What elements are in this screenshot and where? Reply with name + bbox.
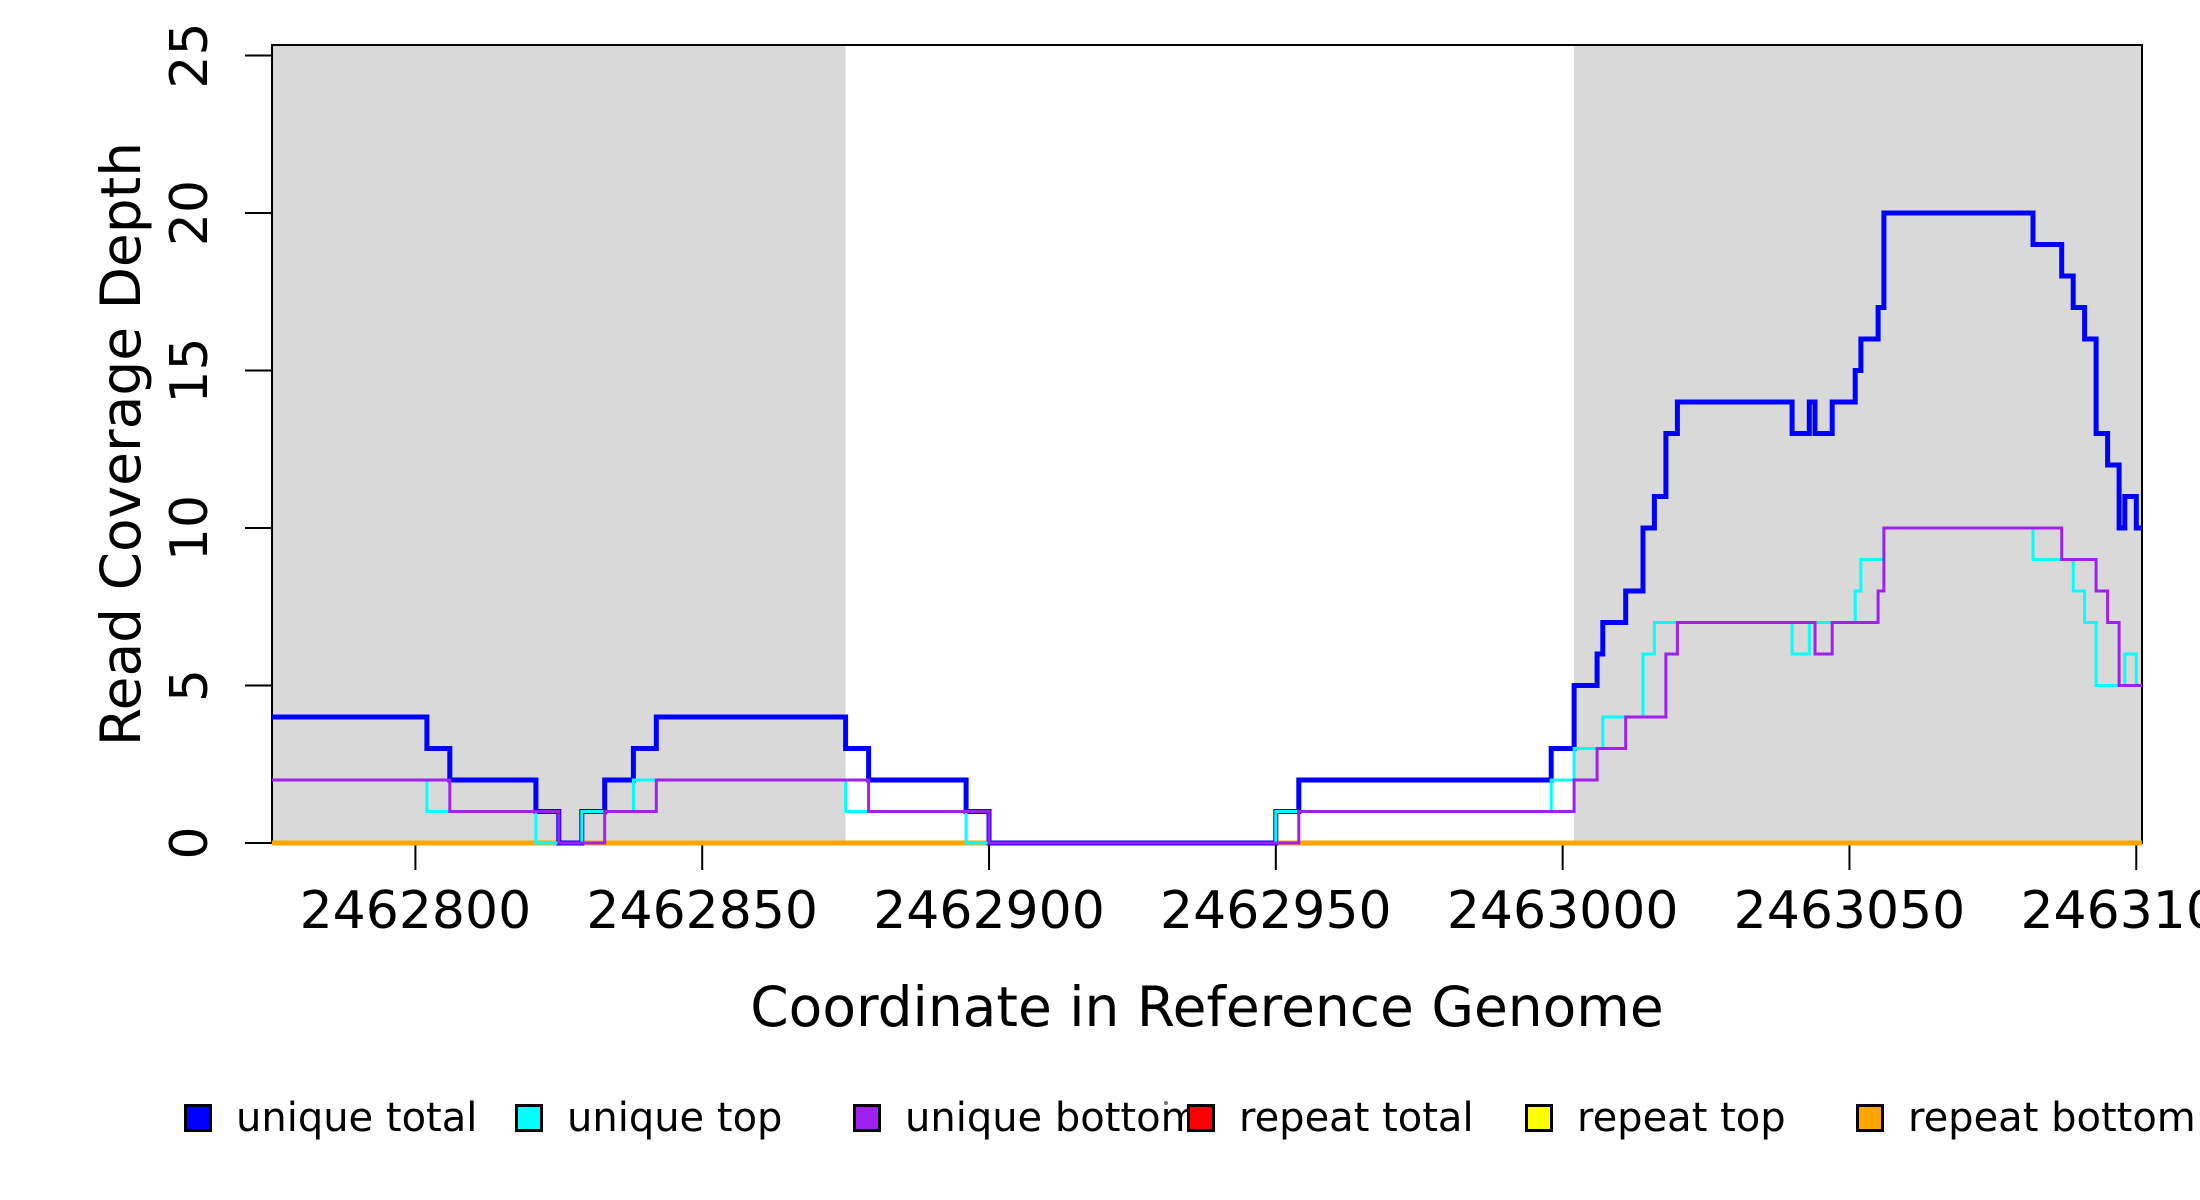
x-tick-label: 2463100 [2020, 881, 2200, 941]
x-tick-label: 2462950 [1160, 881, 1392, 941]
legend-item-repeat-top: repeat top [1525, 1096, 1786, 1140]
unique-bottom-swatch-icon [853, 1104, 881, 1132]
x-axis-title: Coordinate in Reference Genome [750, 975, 1664, 1039]
series-unique-top [272, 526, 2142, 845]
legend-label: repeat bottom [1908, 1095, 2196, 1141]
series-unique-bottom [272, 526, 2142, 845]
x-tick-label: 2462900 [873, 881, 1105, 941]
y-tick-label: 20 [160, 180, 220, 246]
legend-label: repeat total [1239, 1095, 1474, 1141]
y-tick-label: 0 [160, 826, 220, 859]
x-tick-label: 2462850 [586, 881, 818, 941]
repeat-total-swatch-icon [1187, 1104, 1215, 1132]
x-tick-label: 2463050 [1734, 881, 1966, 941]
y-tick-label: 5 [160, 669, 220, 702]
stray-dot-artifact [1164, 1101, 1168, 1105]
y-tick-label: 10 [160, 495, 220, 561]
legend-label: repeat top [1577, 1095, 1786, 1141]
legend-item-unique-top: unique top [515, 1096, 782, 1140]
repeat-bottom-swatch-icon [1856, 1104, 1884, 1132]
x-tick-label: 2462800 [300, 881, 532, 941]
legend-label: unique total [236, 1095, 478, 1141]
legend-item-unique-bottom: unique bottom [853, 1096, 1200, 1140]
y-tick-label: 15 [160, 337, 220, 403]
x-tick-label: 2463000 [1447, 881, 1679, 941]
legend-item-unique-total: unique total [184, 1096, 477, 1140]
unique-top-swatch-icon [515, 1104, 543, 1132]
legend-item-repeat-total: repeat total [1187, 1096, 1474, 1140]
unique-total-swatch-icon [184, 1104, 212, 1132]
repeat-region-band-1 [1574, 45, 2142, 843]
chart-legend: unique total unique top unique bottom re… [0, 1096, 2200, 1146]
legend-label: unique bottom [905, 1095, 1200, 1141]
y-axis-title: Read Coverage Depth [89, 141, 153, 747]
legend-label: unique top [567, 1095, 783, 1141]
series-unique-total [272, 210, 2142, 846]
repeat-top-swatch-icon [1525, 1104, 1553, 1132]
repeat-region-band-0 [272, 45, 846, 843]
legend-item-repeat-bottom: repeat bottom [1856, 1096, 2196, 1140]
y-tick-label: 25 [160, 22, 220, 88]
